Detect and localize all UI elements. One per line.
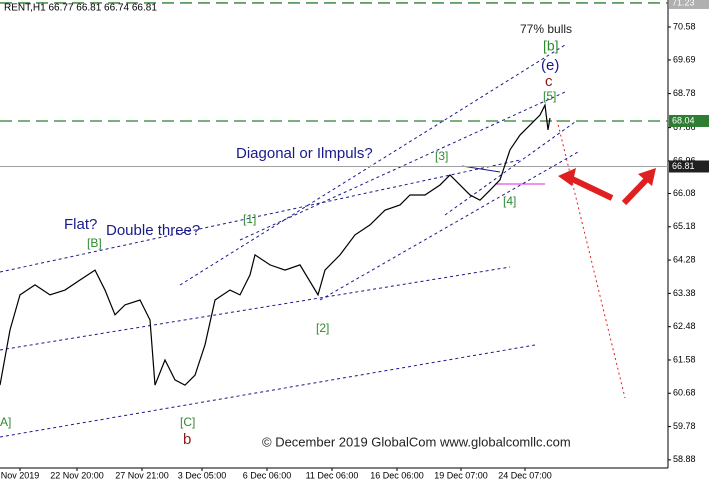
annotation: Flat?	[64, 216, 97, 233]
wave-label: [B]	[87, 236, 102, 250]
arrows	[558, 168, 656, 206]
x-tick-label: 3 Dec 05:00	[178, 470, 227, 480]
wave-label: [1]	[243, 212, 256, 226]
y-tick-label: 63.38	[673, 288, 696, 298]
x-tick-label: 27 Nov 21:00	[115, 470, 169, 480]
wave-label: c	[545, 73, 553, 90]
price-line	[0, 103, 551, 386]
y-tick-label: 65.18	[673, 221, 696, 231]
wave-label: [b]	[543, 38, 559, 54]
annotation: Diagonal or Ilmpuls?	[236, 145, 373, 162]
y-tick-label: 70.58	[673, 21, 696, 31]
x-tick-label: Nov 2019	[1, 470, 40, 480]
wave-label: A]	[0, 415, 11, 429]
x-tick-label: 19 Dec 07:00	[434, 470, 488, 480]
x-tick-label: 11 Dec 06:00	[306, 470, 359, 480]
wave-label: b	[183, 431, 191, 448]
price-tag-label: 71.23	[672, 0, 695, 7]
wave-label: [3]	[435, 149, 448, 163]
trend-line	[179, 44, 566, 286]
y-tick-label: 61.58	[673, 354, 696, 364]
price-tag-label: 66.81	[672, 161, 695, 171]
price-tag	[669, 160, 709, 173]
arrow	[568, 175, 614, 201]
y-tick-label: 59.78	[673, 421, 696, 431]
annotation: 77% bulls	[520, 22, 572, 36]
header: RENT,H1 66.77 66.81 66.74 66.81	[4, 3, 157, 14]
trend-line	[461, 165, 501, 173]
copyright: © December 2019 GlobalCom www.globalcoml…	[262, 434, 571, 449]
wave-label: [5]	[543, 89, 556, 103]
trend-line	[319, 151, 579, 301]
arrow	[621, 175, 651, 206]
trend-line	[0, 159, 521, 273]
wave-label: [C]	[180, 415, 195, 429]
wave-label: [4]	[503, 194, 516, 208]
price-tag	[669, 114, 709, 127]
trend-line	[0, 344, 536, 438]
y-tick-label: 66.08	[673, 188, 696, 198]
y-tick-label: 67.86	[673, 122, 696, 132]
x-tick-label: 22 Nov 20:00	[50, 470, 104, 480]
x-tick-label: 16 Dec 06:00	[370, 470, 424, 480]
wave-label: [2]	[316, 321, 329, 335]
y-tick-label: 69.69	[673, 54, 696, 64]
y-tick-label: 66.96	[673, 155, 696, 165]
x-tick-label: 24 Dec 07:00	[498, 470, 552, 480]
trend-lines	[0, 44, 626, 438]
y-tick-label: 64.28	[673, 254, 696, 264]
arrow-head	[558, 168, 576, 186]
trend-line	[0, 266, 511, 351]
price-tag-label: 68.04	[672, 115, 695, 125]
x-tick-label: 6 Dec 06:00	[243, 470, 292, 480]
annotation: Double three?	[106, 222, 200, 239]
y-tick-label: 62.48	[673, 321, 696, 331]
price-tag	[669, 0, 709, 9]
trend-line	[444, 121, 576, 216]
y-tick-label: 58.88	[673, 454, 696, 464]
y-tick-label: 68.78	[673, 88, 696, 98]
arrow-head	[638, 168, 656, 186]
wave-label: (e)	[541, 57, 559, 74]
y-tick-label: 60.68	[673, 388, 696, 398]
